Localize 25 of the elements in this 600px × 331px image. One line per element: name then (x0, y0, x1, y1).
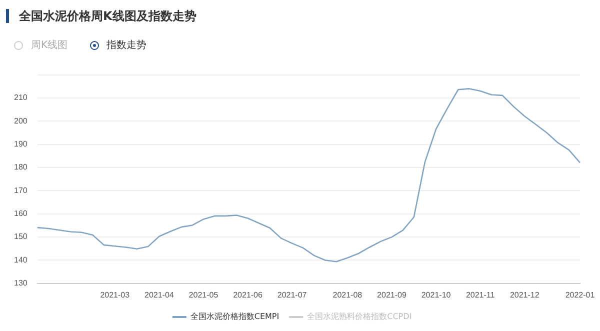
x-tick-label: 2021-12 (510, 290, 540, 300)
x-tick-label: 2021-06 (233, 290, 263, 300)
y-tick-label: 210 (14, 93, 28, 102)
text: 周K线图 (31, 38, 68, 52)
legend-label: 全国水泥熟料价格指数CCPDI (307, 312, 412, 322)
x-tick-label: 2021-10 (421, 290, 452, 300)
y-tick-label: 130 (14, 278, 28, 288)
legend-label: 全国水泥价格指数CEMPI (190, 312, 280, 322)
x-tick-label: 2021-07 (277, 290, 308, 300)
text: 指数走势 (106, 38, 147, 52)
x-tick-label: 2021-04 (144, 290, 174, 300)
y-tick-label: 200 (14, 116, 28, 126)
y-tick-label: 150 (14, 232, 28, 242)
y-tick-label: 170 (14, 186, 28, 195)
x-tick-label: 2021-11 (466, 290, 496, 300)
y-tick-label: 180 (14, 162, 28, 172)
chart-title: 全国水泥价格周K线图及指数走势 (19, 8, 196, 24)
y-tick-label: 160 (14, 209, 28, 218)
x-tick-label: 2021-08 (332, 290, 363, 300)
x-tick-label: 2022-01 (565, 290, 596, 300)
x-tick-label: 2021-05 (188, 290, 219, 300)
x-tick-label: 2021-09 (377, 290, 407, 300)
y-tick-label: 190 (14, 140, 28, 149)
y-tick-label: 140 (14, 255, 28, 264)
x-tick-label: 2021-03 (100, 290, 130, 300)
